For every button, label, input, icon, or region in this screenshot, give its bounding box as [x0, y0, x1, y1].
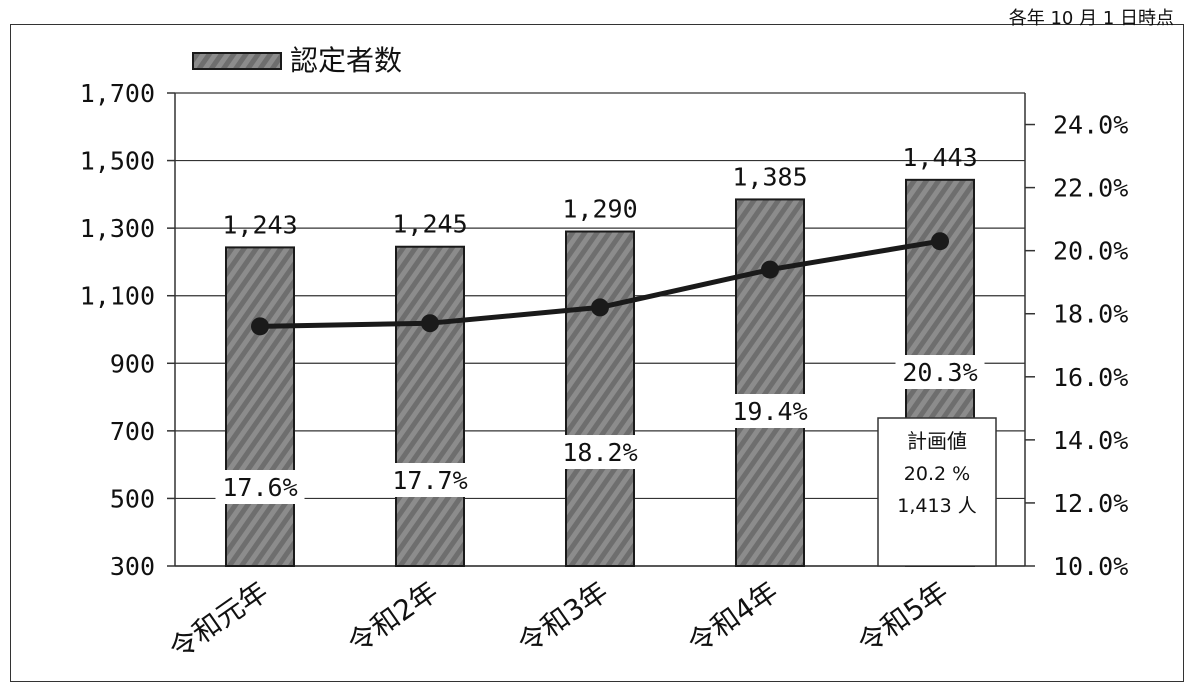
legend-swatch — [192, 52, 282, 70]
bar — [565, 230, 635, 567]
pct-label-bg — [215, 470, 305, 504]
pct-label: 20.3% — [902, 358, 977, 387]
bar-value-label: 1,290 — [562, 195, 637, 224]
bar-value-label: 1,443 — [902, 143, 977, 172]
rate-point — [421, 314, 439, 333]
bar-value-label: 1,385 — [732, 162, 807, 191]
pct-label-bg — [555, 435, 645, 469]
pct-label-bg — [385, 463, 475, 497]
plan-box-title: 計画値 — [907, 429, 967, 453]
pct-label-bg — [895, 355, 985, 389]
bar-value-label: 1,245 — [392, 210, 467, 239]
right-tick-label: 16.0% — [1053, 363, 1128, 392]
left-tick-label: 1,100 — [80, 282, 155, 311]
pct-label: 17.7% — [392, 466, 467, 495]
right-tick-label: 12.0% — [1053, 489, 1128, 518]
pct-label: 19.4% — [732, 397, 807, 426]
chart-frame — [10, 24, 1184, 682]
left-tick-label: 500 — [110, 484, 155, 513]
plan-box — [877, 417, 997, 567]
bar — [395, 245, 465, 567]
pct-label: 17.6% — [222, 473, 297, 502]
plan-box-rate: 20.2 % — [904, 463, 970, 485]
right-tick-label: 24.0% — [1053, 111, 1128, 140]
pct-label: 18.2% — [562, 438, 637, 467]
right-tick-label: 20.0% — [1053, 237, 1128, 266]
bar-value-label: 1,243 — [222, 210, 297, 239]
plan-box-count: 1,413 人 — [897, 495, 976, 517]
x-category-label: 令和5年 — [852, 575, 954, 660]
right-tick-label: 22.0% — [1053, 174, 1128, 203]
rate-point — [761, 260, 779, 279]
left-tick-label: 300 — [110, 552, 155, 581]
bar — [735, 198, 805, 568]
legend-label: 認定者数 — [290, 44, 402, 77]
rate-point — [251, 317, 269, 336]
rate-point — [931, 232, 949, 251]
pct-label-bg — [725, 394, 815, 428]
date-note: 各年 10 月 1 日時点 — [1008, 8, 1174, 29]
right-tick-label: 14.0% — [1053, 426, 1128, 455]
bar — [225, 246, 295, 567]
left-tick-label: 1,300 — [80, 214, 155, 243]
right-tick-label: 18.0% — [1053, 300, 1128, 329]
x-category-label: 令和3年 — [512, 575, 614, 660]
left-tick-label: 1,700 — [80, 79, 155, 108]
left-tick-label: 700 — [110, 417, 155, 446]
x-category-label: 令和4年 — [682, 575, 784, 660]
x-category-label: 令和2年 — [342, 575, 444, 660]
right-tick-label: 10.0% — [1053, 552, 1128, 581]
left-tick-label: 900 — [110, 349, 155, 378]
x-category-label: 令和元年 — [163, 575, 274, 666]
rate-point — [591, 298, 609, 317]
left-tick-label: 1,500 — [80, 147, 155, 176]
